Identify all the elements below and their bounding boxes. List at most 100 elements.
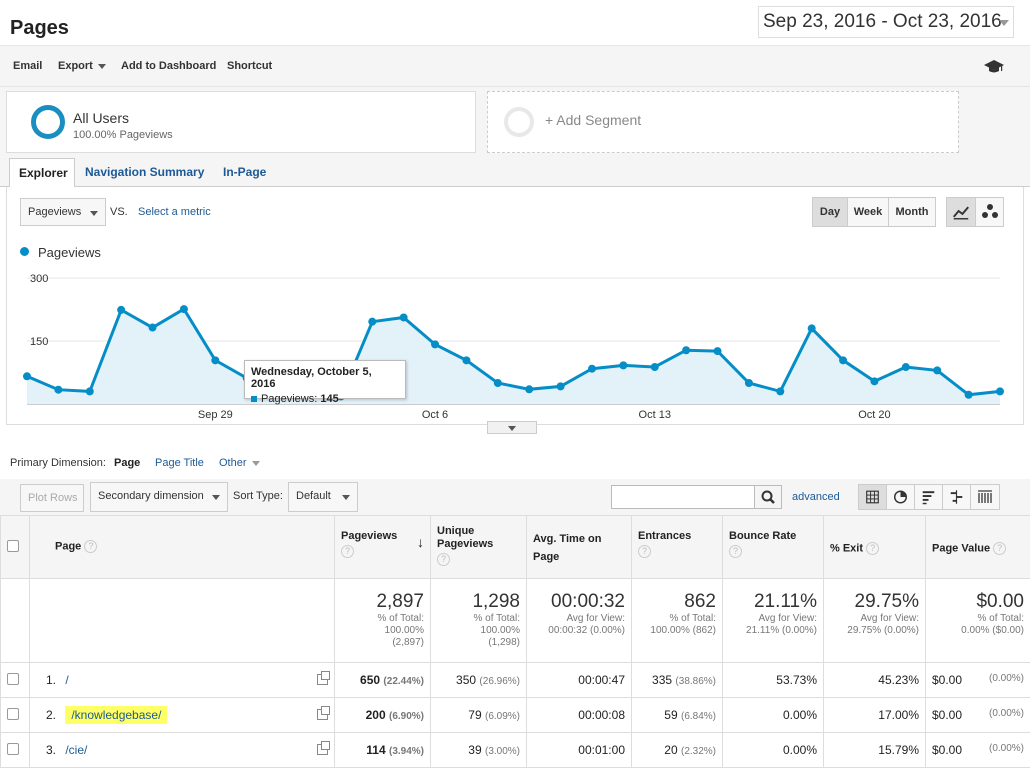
header-entrances[interactable]: Entrances? — [632, 516, 723, 579]
graduation-cap-icon[interactable] — [984, 58, 1004, 74]
date-range-picker[interactable]: Sep 23, 2016 - Oct 23, 2016 — [758, 6, 1014, 38]
chart-point[interactable] — [149, 324, 157, 332]
row-page-cell: 3. /cie/ — [30, 733, 335, 768]
primary-dimension-page-title[interactable]: Page Title — [155, 457, 204, 469]
advanced-filter-link[interactable]: advanced — [792, 491, 840, 503]
sort-type-select[interactable]: Default — [288, 482, 358, 512]
search-button[interactable] — [754, 485, 782, 509]
page-link[interactable]: / — [65, 673, 68, 687]
tab-navigation-summary[interactable]: Navigation Summary — [85, 165, 204, 179]
chart-point[interactable] — [776, 387, 784, 395]
header-pageviews[interactable]: Pageviews↓? — [335, 516, 431, 579]
help-icon[interactable]: ? — [341, 545, 354, 558]
chart-point[interactable] — [180, 305, 188, 313]
plot-rows-button[interactable]: Plot Rows — [20, 484, 84, 512]
tab-explorer[interactable]: Explorer — [9, 158, 75, 188]
row-checkbox[interactable] — [7, 708, 19, 720]
chart-point[interactable] — [462, 356, 470, 364]
segment-all-users[interactable]: All Users 100.00% Pageviews — [6, 91, 476, 153]
page-link[interactable]: /cie/ — [65, 743, 87, 757]
tab-in-page[interactable]: In-Page — [223, 165, 266, 179]
header-unique-pageviews[interactable]: Unique Pageviews? — [431, 516, 527, 579]
chart-point[interactable] — [23, 372, 31, 380]
total-bounce: 21.11%Avg for View:21.11% (0.00%) — [723, 579, 824, 663]
page-link[interactable]: /knowledgebase/ — [65, 706, 167, 724]
chart-point[interactable] — [86, 387, 94, 395]
header-page-label: Page — [55, 540, 81, 552]
help-icon[interactable]: ? — [993, 542, 1006, 555]
chart-point[interactable] — [368, 318, 376, 326]
secondary-dimension-select[interactable]: Secondary dimension — [90, 482, 228, 512]
chart-point[interactable] — [682, 346, 690, 354]
row-checkbox[interactable] — [7, 743, 19, 755]
week-button[interactable]: Week — [848, 198, 889, 226]
chart-point[interactable] — [211, 356, 219, 364]
line-chart-icon[interactable] — [947, 198, 976, 226]
pie-view-icon[interactable] — [887, 485, 915, 509]
metric-select[interactable]: Pageviews — [20, 198, 106, 226]
total-sub: % of Total: — [437, 613, 520, 625]
chart-point[interactable] — [494, 379, 502, 387]
chart-point[interactable] — [117, 306, 125, 314]
total-sub: Avg for View: — [729, 613, 817, 625]
chart-point[interactable] — [525, 385, 533, 393]
comparison-view-icon[interactable] — [943, 485, 971, 509]
chart-point[interactable] — [714, 347, 722, 355]
header-page[interactable]: Page ? — [30, 516, 335, 579]
row-checkbox[interactable] — [7, 673, 19, 685]
chart-point[interactable] — [965, 391, 973, 399]
chart-point[interactable] — [557, 382, 565, 390]
email-button[interactable]: Email — [13, 60, 42, 72]
table-search-input[interactable] — [611, 485, 755, 509]
row-select-cell — [1, 663, 30, 698]
day-button[interactable]: Day — [813, 198, 848, 226]
export-label: Export — [58, 60, 93, 72]
chart-point[interactable] — [588, 365, 596, 373]
header-page-value[interactable]: Page Value ? — [926, 516, 1030, 579]
external-link-icon[interactable] — [317, 709, 328, 720]
shortcut-button[interactable]: Shortcut — [227, 60, 272, 72]
collapse-chart-button[interactable] — [487, 421, 537, 434]
chart-point[interactable] — [400, 313, 408, 321]
help-icon[interactable]: ? — [437, 553, 450, 566]
external-link-icon[interactable] — [317, 744, 328, 755]
month-button[interactable]: Month — [889, 198, 935, 226]
help-icon[interactable]: ? — [84, 540, 97, 553]
chart-point[interactable] — [996, 387, 1004, 395]
pivot-view-icon[interactable] — [971, 485, 999, 509]
total-sub: (2,897) — [341, 637, 424, 649]
row-pageviews: 650 (22.44%) — [335, 663, 431, 698]
total-sub: 0.00% ($0.00) — [932, 625, 1024, 637]
chart-point[interactable] — [902, 363, 910, 371]
header-exit[interactable]: % Exit ? — [824, 516, 926, 579]
select-metric-link[interactable]: Select a metric — [138, 206, 211, 218]
chart-point[interactable] — [808, 324, 816, 332]
chart-point[interactable] — [745, 379, 753, 387]
chart-point[interactable] — [619, 361, 627, 369]
primary-dimension-other[interactable]: Other — [219, 457, 260, 469]
add-segment-button[interactable]: + Add Segment — [487, 91, 959, 153]
chart-point[interactable] — [870, 377, 878, 385]
chart-point[interactable] — [933, 366, 941, 374]
add-to-dashboard-button[interactable]: Add to Dashboard — [121, 60, 216, 72]
primary-dimension-page[interactable]: Page — [114, 457, 140, 469]
performance-view-icon[interactable] — [915, 485, 943, 509]
select-all-checkbox[interactable] — [7, 540, 19, 552]
header-avg-time[interactable]: Avg. Time on Page — [527, 516, 632, 579]
total-value: $0.00 — [932, 591, 1024, 613]
chart-point[interactable] — [431, 340, 439, 348]
table-view-icon[interactable] — [859, 485, 887, 509]
report-toolbar: Email Export Add to Dashboard Shortcut — [0, 45, 1030, 87]
help-icon[interactable]: ? — [638, 545, 651, 558]
help-icon[interactable]: ? — [866, 542, 879, 555]
help-icon[interactable]: ? — [729, 545, 742, 558]
chart-point[interactable] — [54, 386, 62, 394]
motion-chart-icon[interactable] — [976, 198, 1004, 226]
chart-point[interactable] — [839, 356, 847, 364]
header-bounce-rate[interactable]: Bounce Rate? — [723, 516, 824, 579]
chart-point[interactable] — [651, 363, 659, 371]
total-value: 2,897 — [341, 591, 424, 613]
external-link-icon[interactable] — [317, 674, 328, 685]
export-button[interactable]: Export — [58, 60, 106, 72]
